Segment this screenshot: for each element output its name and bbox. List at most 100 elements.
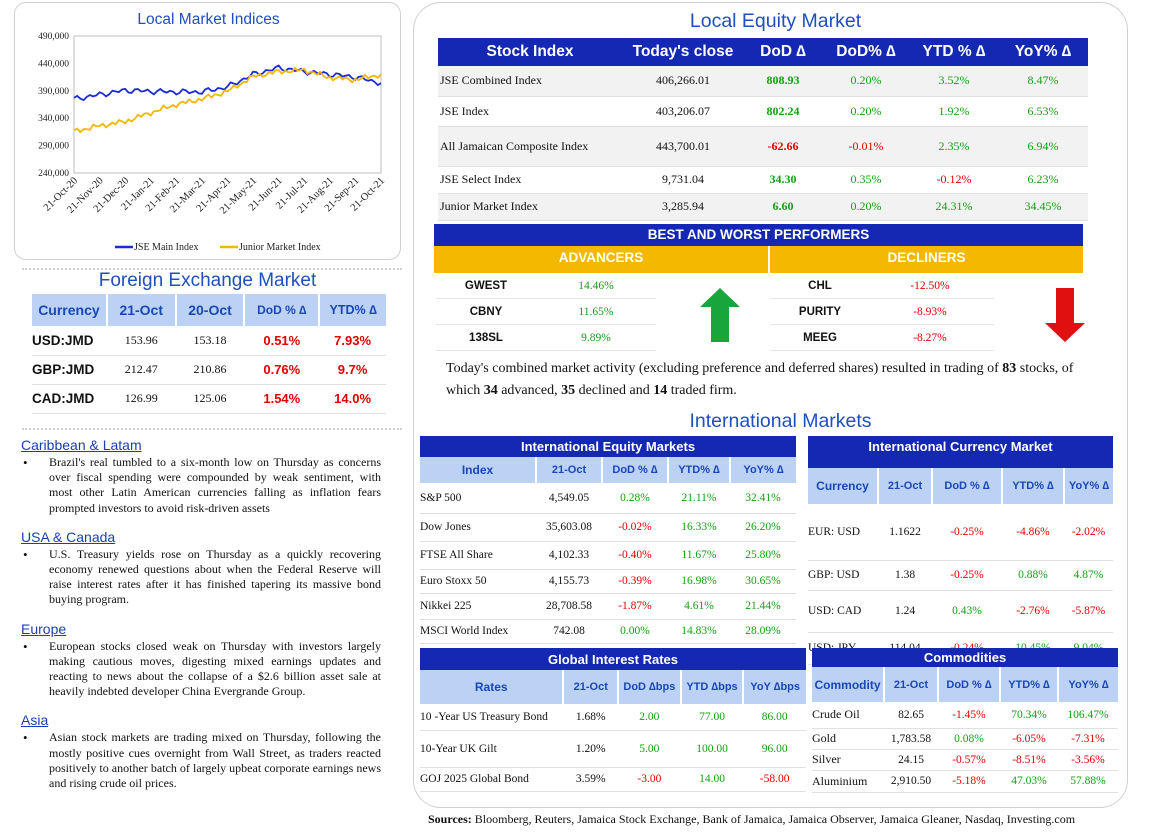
fx-dod: 1.54% [263,391,301,406]
intl_equity-header: Index [420,457,537,483]
intl_currency-header: DoD % ∆ [932,468,1003,504]
rates-ytd: 14.00 [680,767,744,792]
indices-line-chart: 490,000 440,000 390,000 340,000 290,000 240,0… [38,32,387,253]
performer-row: MEEG -8.27% [770,325,994,351]
rates-header: DoD ∆bps [618,670,682,704]
y-tick-label: 390,000 [38,87,69,97]
intl_equity-name: MSCI World Index [420,619,536,644]
intl_equity-yoy: 26.20% [730,513,796,542]
intl_currency-row: USD: JPY 114.04 -0.24% 10.45% 9.04% [808,632,1113,665]
intl_equity-value: 28,708.58 [536,593,602,620]
intl_equity-name: Euro Stoxx 50 [420,569,536,594]
intl_equity-yoy: 32.41% [730,483,796,514]
fx-header: Currency [32,294,108,326]
intl_equity-dod: -1.87% [602,593,668,620]
equity-close: 9,731.04 [622,166,744,194]
legend-label: Junior Market Index [239,242,321,253]
performer-ticker: GWEST [464,279,508,292]
intl_currency-value: 1.38 [878,560,932,591]
commodities-dod: -5.18% [938,770,1000,793]
equity-change-dod: 808.93 [744,66,822,97]
market-summary: Today's combined market activity (exclud… [446,358,1086,402]
fx-ytd: 9.7% [337,362,368,377]
intl_equity-dod: -0.39% [602,569,668,594]
local-equity-title: Local Equity Market [689,10,862,32]
intl_equity-ytd: 11.67% [668,541,730,570]
intl_equity-ytd: 16.33% [668,513,730,542]
intl_equity-header: 21-Oct [536,457,603,483]
summary-text: traded firm. [667,383,737,398]
summary-text: stocks, of which [446,361,1074,398]
sources-line: Sources: Bloomberg, Reuters, Jamaica Sto… [428,812,1075,827]
fx-row: CAD:JMD 126.99 125.06 1.54% 14.0% [32,384,386,413]
intl_currency-dod: -0.25% [932,560,1002,591]
news-bullet-text: U.S. Treasury yields rose on Thursday as… [21,547,381,608]
equity-change-dod: 6.60 [744,193,822,221]
commodities-header: 21-Oct [884,667,939,702]
equity-change-ytd: 1.92% [910,96,998,127]
summary-text: advanced, [497,383,562,398]
indices-chart-title: Local Market Indices [137,11,280,28]
commodities-name: Crude Oil [812,702,884,729]
intl_equity-ytd: 4.61% [668,593,730,620]
equity-change-dodp: 0.20% [822,66,910,97]
fx-ytd: 14.0% [334,391,372,406]
intl_currency-name: USD: JPY [808,632,878,665]
intl_currency-yoy: -5.87% [1064,590,1113,633]
fx-table: Currency 21-Oct 20-Oct DoD % ∆ YTD% ∆ US… [32,294,386,414]
equity-header: YoY% ∆ [1014,43,1072,60]
equity-change-yoy: 6.94% [998,126,1088,167]
equity-row: JSE Index 403,206.07 802.24 0.20% 1.92% 6.53% [438,96,1088,127]
rates-title: Global Interest Rates [547,651,679,667]
rates-table: Global Interest Rates Rates 21-Oct DoD ∆bp… [420,648,806,792]
intl_equity-value: 4,549.05 [536,483,602,514]
down-arrow-icon [1045,288,1085,342]
news-region-heading[interactable]: Caribbean & Latam [21,437,142,453]
commodities-dod: 0.08% [938,728,1000,750]
equity-change-yoy: 34.45% [998,193,1088,221]
news-region-heading[interactable]: Asia [21,712,49,729]
rates-dod: 2.00 [618,704,681,731]
y-tick-label: 240,000 [38,169,69,179]
intl_equity-dod: -0.40% [602,541,668,570]
summary-text: declined and [575,383,654,398]
commodities-header: YTD% ∆ [1000,667,1059,702]
equity-change-dodp: 0.20% [822,96,910,127]
intl_currency-header: Currency [808,468,879,504]
news-region-heading[interactable]: Europe [21,620,67,637]
intl_equity-row: MSCI World Index 742.08 0.00% 14.83% 28.09% [420,619,796,644]
fx-dod: 0.51% [263,332,301,348]
intl_equity-header: YTD% ∆ [668,457,731,483]
equity-close: 403,206.07 [622,96,744,127]
commodities-table: Commodities Commodity 21-Oct DoD % ∆ YTD% ∆… [812,648,1118,793]
equity-row: JSE Select Index 9,731.04 34.30 0.35% -0.12%… [438,166,1088,194]
fx-rate-prev: 153.18 [193,332,227,347]
rates-yoy: 96.00 [743,730,806,768]
rates-yoy: 86.00 [743,704,806,731]
equity-header: Today's close [632,43,734,60]
performer-change: 9.89% [581,331,611,344]
news-item: USA & Canada U.S. Treasury yields rose on… [21,529,381,608]
commodities-row: Aluminium 2,910.50 -5.18% 47.03% 57.88% [812,770,1118,793]
rates-row: 10 -Year US Treasury Bond 1.68% 2.00 77.00 8… [420,704,806,731]
fx-currency: USD:JMD [32,332,94,348]
fx-row: GBP:JMD 212.47 210.86 0.76% 9.7% [32,355,386,384]
up-arrow-icon [700,288,740,342]
intl_equity-name: Nikkei 225 [420,593,536,620]
equity-header: Stock Index [486,43,574,60]
equity-change-ytd: -0.12% [910,166,998,194]
intl_currency-dod: 0.43% [932,590,1002,633]
intl_currency-ytd: -4.86% [1002,504,1064,561]
fx-header: 20-Oct [175,294,246,326]
intl_equity-yoy: 28.09% [730,619,796,644]
y-tick-label: 440,000 [38,59,69,69]
fx-rate-prev: 125.06 [193,391,227,405]
news-region-heading[interactable]: USA & Canada [21,528,116,545]
equity-change-ytd: 3.52% [910,66,998,97]
performer-change: -12.50% [910,279,950,292]
equity-index-name: JSE Select Index [438,166,622,194]
performer-change: 11.65% [578,305,614,318]
fx-header: DoD % ∆ [244,294,321,326]
intl_equity-row: S&P 500 4,549.05 0.28% 21.11% 32.41% [420,483,796,514]
fx-title: Foreign Exchange Market [98,270,317,291]
